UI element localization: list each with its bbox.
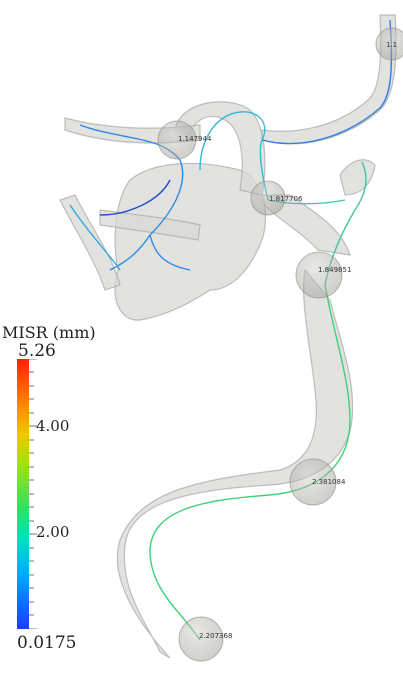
centerline-main (149, 284, 351, 641)
radius-marker-2: 1.817706 (250, 180, 303, 216)
colorbar-tick-label-4: 4.00 (36, 417, 70, 435)
colorbar-title: MISR (mm) (2, 323, 96, 342)
radius-markers: 1.147944 1.817706 1.849851 2.381084 2.20… (157, 27, 403, 662)
colorbar-max-label: 5.26 (18, 341, 56, 361)
right-small-branch-tube (339, 159, 376, 196)
radius-marker-4: 2.381084 (289, 458, 346, 506)
lower-left-branch-tube-2 (99, 209, 201, 241)
colorbar-gradient (17, 359, 29, 629)
radius-marker-6: 1.1 (375, 27, 403, 61)
radius-marker-5: 2.207368 (178, 616, 232, 662)
radius-marker-label: 1.817706 (269, 195, 303, 203)
colorbar-ticks (29, 359, 37, 629)
radius-marker-label: 1.147944 (178, 135, 212, 143)
centerline-lower-left (69, 204, 121, 271)
colorbar-min-label: 0.0175 (17, 633, 77, 653)
aneurysm-sac (114, 162, 267, 321)
radius-marker-1: 1.147944 (157, 120, 212, 160)
centerline-arch (199, 111, 269, 201)
radius-marker-3: 1.849851 (295, 251, 351, 299)
vessel-surface (59, 14, 397, 659)
centerline-left-branch (79, 124, 184, 271)
lower-left-branch-tube (59, 194, 121, 291)
radius-marker-label: 1.849851 (318, 266, 351, 274)
radius-marker-label: 1.1 (386, 41, 397, 49)
right-upper-branch-tube (261, 14, 397, 145)
centerline-lower-branch (149, 234, 191, 271)
colorbar-tick-label-2: 2.00 (36, 523, 70, 541)
radius-marker-label: 2.381084 (312, 478, 346, 486)
centerline-blue-hook (99, 179, 171, 216)
radius-marker-label: 2.207368 (199, 632, 232, 640)
